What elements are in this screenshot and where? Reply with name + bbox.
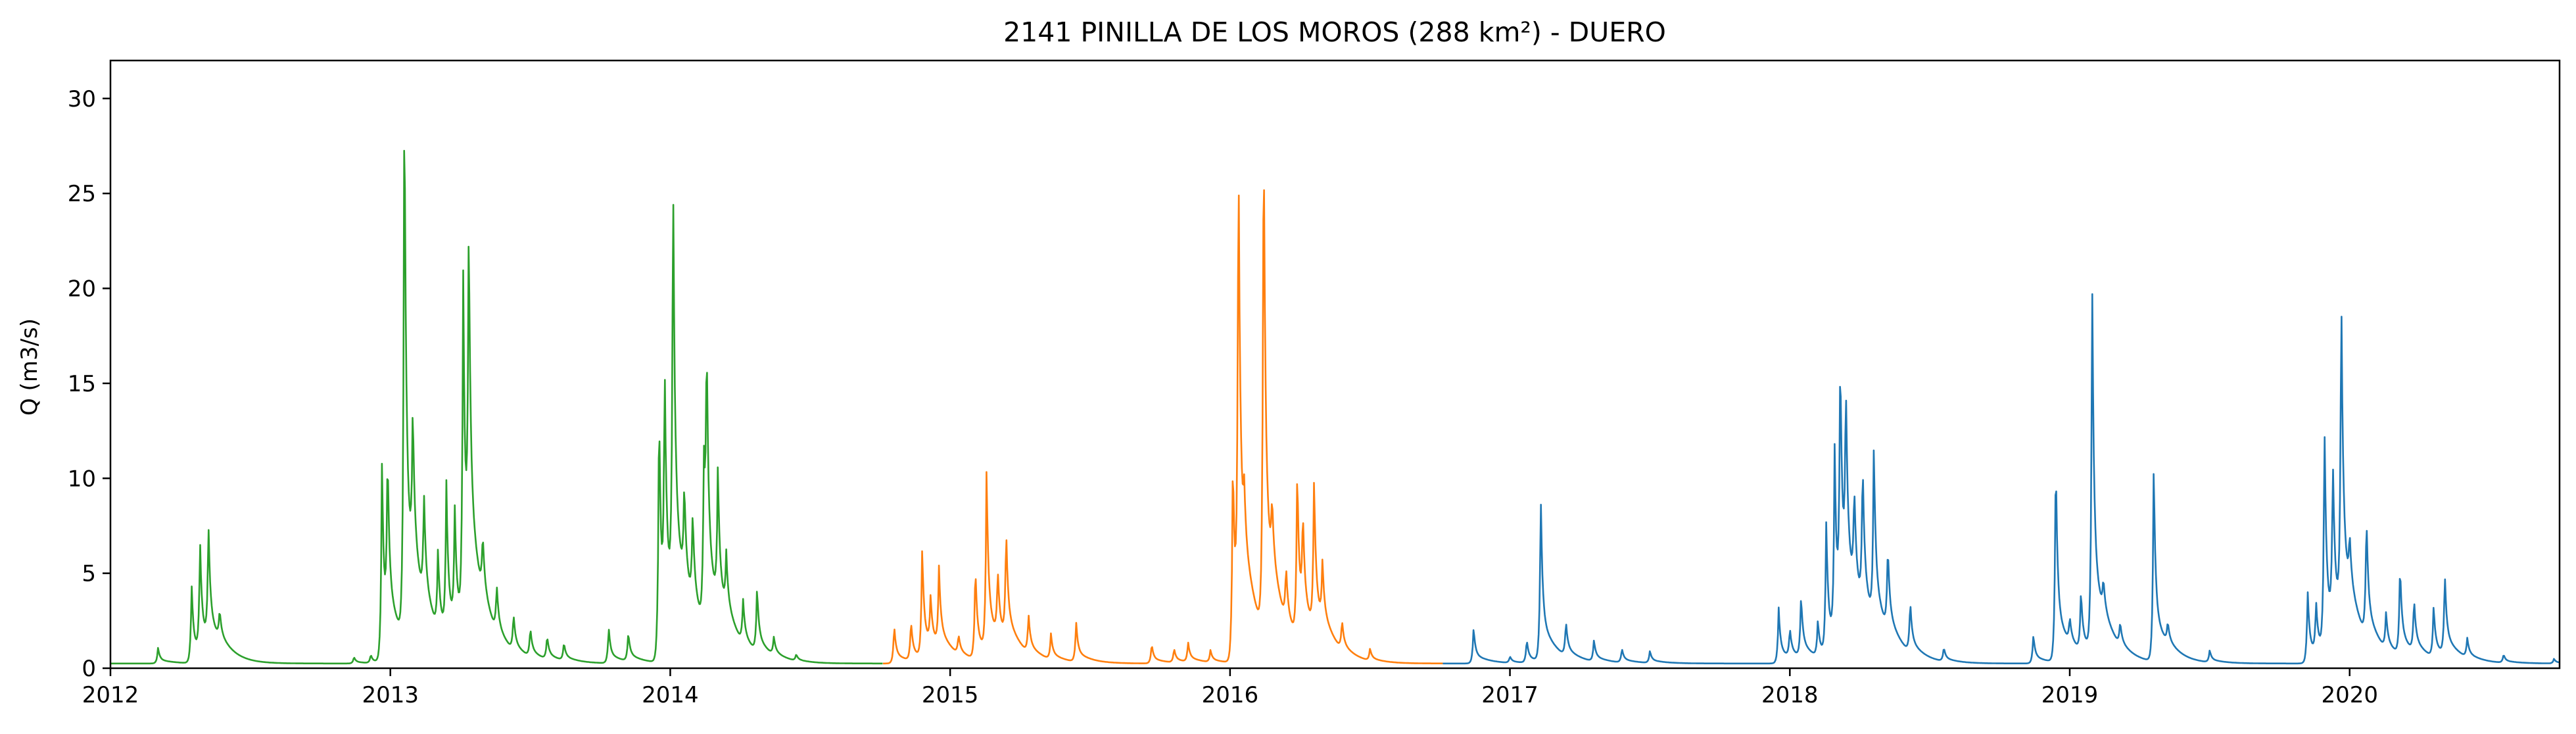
series-line-1	[110, 149, 883, 665]
chart-title: 2141 PINILLA DE LOS MOROS (288 km²) - DU…	[1003, 16, 1666, 48]
y-tick-label: 25	[68, 181, 96, 207]
y-tick-label: 0	[82, 656, 96, 682]
x-tick-label: 2017	[1481, 682, 1538, 708]
series-line-2	[882, 189, 1443, 665]
x-tick-label: 2018	[1761, 682, 1819, 708]
y-tick-label: 20	[68, 276, 96, 303]
series-layer	[110, 149, 2560, 665]
x-tick-label: 2013	[362, 682, 419, 708]
x-tick-label: 2016	[1202, 682, 1259, 708]
x-tick-label: 2020	[2321, 682, 2378, 708]
y-axis-label: Q (m3/s)	[16, 318, 43, 416]
y-tick-label: 5	[82, 561, 96, 587]
x-tick-label: 2014	[642, 682, 699, 708]
x-tick-label: 2012	[82, 682, 139, 708]
series-line-3	[1443, 293, 2560, 665]
y-tick-label: 30	[68, 86, 96, 112]
x-tick-label: 2019	[2041, 682, 2099, 708]
y-axis: 0 5 10 15 20 25 30	[68, 86, 110, 682]
y-tick-label: 10	[68, 466, 96, 492]
x-tick-label: 2015	[922, 682, 979, 708]
x-axis: 2012 2013 2014 2015 2016 2017 2018 2019 2020	[82, 668, 2378, 708]
plot-frame	[109, 59, 2561, 670]
y-tick-label: 15	[68, 371, 96, 397]
